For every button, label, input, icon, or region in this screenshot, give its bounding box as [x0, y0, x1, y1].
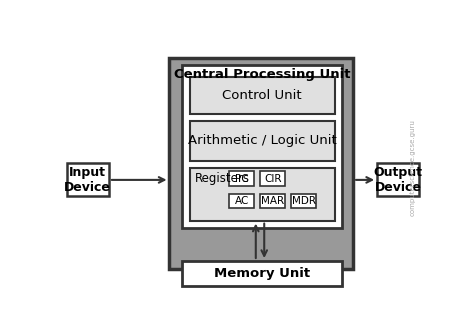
Text: Central Processing Unit: Central Processing Unit — [174, 69, 350, 81]
Bar — [182, 65, 342, 228]
Bar — [260, 171, 285, 186]
Text: MDR: MDR — [292, 196, 316, 206]
Bar — [377, 163, 419, 197]
Bar — [229, 194, 255, 209]
Text: Arithmetic / Logic Unit: Arithmetic / Logic Unit — [188, 134, 337, 147]
Bar — [229, 171, 255, 186]
Bar — [190, 168, 335, 221]
Text: Control Unit: Control Unit — [222, 88, 302, 102]
Text: computerscience.gcse.guru: computerscience.gcse.guru — [410, 119, 416, 215]
Text: Input
Device: Input Device — [64, 166, 111, 194]
Bar — [169, 58, 353, 269]
Bar — [182, 261, 342, 286]
Text: Output
Device: Output Device — [374, 166, 422, 194]
Text: Memory Unit: Memory Unit — [214, 267, 310, 280]
Text: Registers: Registers — [194, 172, 249, 185]
Text: CIR: CIR — [264, 174, 282, 184]
Bar — [190, 77, 335, 114]
Bar — [190, 121, 335, 161]
Text: AC: AC — [235, 196, 249, 206]
Text: PC: PC — [235, 174, 249, 184]
Bar — [66, 163, 109, 197]
Bar — [260, 194, 285, 209]
Text: MAR: MAR — [261, 196, 284, 206]
Bar — [291, 194, 316, 209]
